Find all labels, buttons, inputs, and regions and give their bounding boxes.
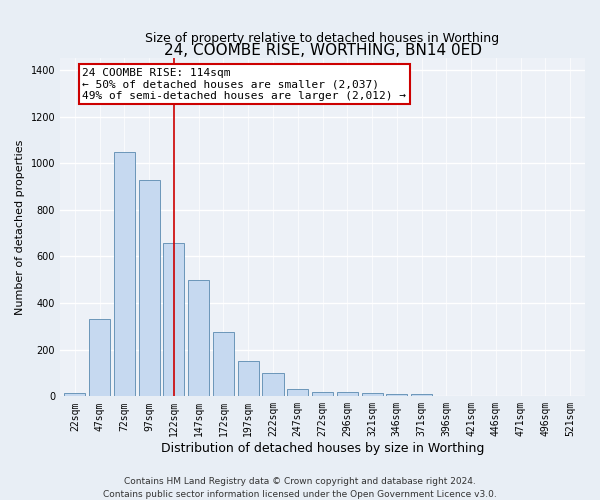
- Bar: [386, 394, 407, 396]
- Text: Contains HM Land Registry data © Crown copyright and database right 2024.
Contai: Contains HM Land Registry data © Crown c…: [103, 478, 497, 499]
- Bar: [262, 373, 284, 396]
- Text: Size of property relative to detached houses in Worthing: Size of property relative to detached ho…: [145, 32, 500, 45]
- Bar: [337, 392, 358, 396]
- Bar: [213, 332, 234, 396]
- Bar: [114, 152, 135, 396]
- Bar: [238, 362, 259, 396]
- Bar: [411, 394, 432, 396]
- Y-axis label: Number of detached properties: Number of detached properties: [15, 140, 25, 315]
- Bar: [188, 280, 209, 396]
- X-axis label: Distribution of detached houses by size in Worthing: Distribution of detached houses by size …: [161, 442, 484, 455]
- Bar: [362, 393, 383, 396]
- Bar: [64, 393, 85, 396]
- Bar: [163, 242, 184, 396]
- Text: 24 COOMBE RISE: 114sqm
← 50% of detached houses are smaller (2,037)
49% of semi-: 24 COOMBE RISE: 114sqm ← 50% of detached…: [82, 68, 406, 101]
- Title: 24, COOMBE RISE, WORTHING, BN14 0ED: 24, COOMBE RISE, WORTHING, BN14 0ED: [164, 44, 482, 59]
- Bar: [287, 388, 308, 396]
- Bar: [139, 180, 160, 396]
- Bar: [89, 320, 110, 396]
- Bar: [312, 392, 333, 396]
